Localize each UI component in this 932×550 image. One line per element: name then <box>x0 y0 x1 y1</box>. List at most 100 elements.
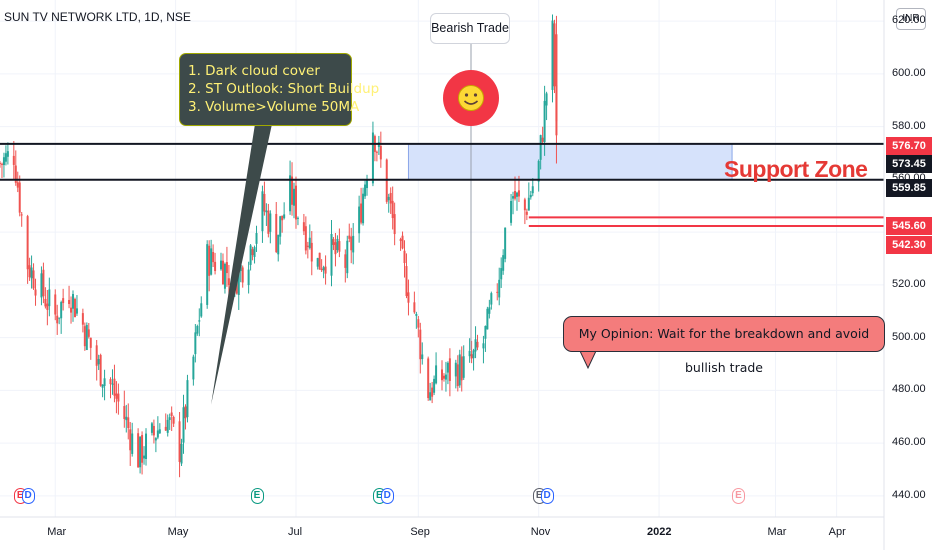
candle-body <box>553 23 556 87</box>
candle-body <box>178 421 181 462</box>
candle-body <box>514 191 517 199</box>
candle-body <box>358 206 361 234</box>
candle-body <box>223 263 226 289</box>
candle-body <box>220 260 222 270</box>
candles <box>0 14 558 478</box>
dividend-marker[interactable]: D <box>540 488 554 504</box>
earnings-marker[interactable]: E <box>250 488 264 504</box>
candle-body <box>32 270 35 289</box>
price-label-current: 576.70 <box>886 137 932 155</box>
outlook-line-2: 2. ST Outlook: Short Buildup <box>188 81 380 97</box>
candle-body <box>225 262 228 274</box>
x-tick-label: Mar <box>767 526 787 538</box>
y-tick-label: 580.00 <box>892 119 926 132</box>
chart-grid <box>0 0 884 517</box>
candle-body <box>184 406 187 419</box>
candle-body <box>330 233 333 276</box>
candle-body <box>375 151 378 153</box>
candle-body <box>87 329 90 337</box>
candle-body <box>99 354 102 386</box>
candle-body <box>101 384 104 388</box>
candle-body <box>214 261 217 272</box>
candle-body <box>18 182 21 213</box>
price-label-zone-bottom: 559.85 <box>886 179 932 197</box>
candle-body <box>249 245 252 265</box>
candle-body <box>291 176 294 205</box>
outlook-line-3: 3. Volume>Volume 50MA <box>188 99 360 115</box>
dividend-marker[interactable]: D <box>21 488 35 504</box>
candle-body <box>166 419 169 433</box>
candle-body <box>200 303 203 317</box>
candle-body <box>241 267 244 283</box>
outlook-callout-pointer <box>211 124 272 405</box>
candle-body <box>237 267 240 295</box>
candle-body <box>446 362 449 373</box>
candle-body <box>186 380 189 418</box>
chart-title: SUN TV NETWORK LTD, 1D, NSE <box>4 10 191 24</box>
candle-body <box>391 200 394 219</box>
candle-body <box>14 165 17 183</box>
candle-body <box>208 245 211 276</box>
dividend-marker[interactable]: D <box>380 488 394 504</box>
candle-body <box>103 378 106 386</box>
candle-body <box>456 364 459 387</box>
candle-body <box>401 235 404 249</box>
candle-body <box>113 378 116 396</box>
candle-body <box>72 294 75 309</box>
candle-body <box>504 227 507 259</box>
outlook-callout[interactable]: 1. Dark cloud cover 2. ST Outlook: Short… <box>179 53 380 126</box>
candle-body <box>109 379 112 385</box>
candle-body <box>458 354 461 386</box>
candle-body <box>269 213 272 232</box>
candle-body <box>60 302 63 319</box>
candle-body <box>468 350 471 357</box>
candle-body <box>81 313 84 325</box>
candle-body <box>399 239 402 241</box>
price-label-zone-top: 573.45 <box>886 155 932 173</box>
candle-body <box>192 356 195 380</box>
candle-body <box>498 279 501 298</box>
candle-body <box>543 100 546 142</box>
bearish-trade-label[interactable]: Bearish Trade <box>430 13 510 44</box>
candle-body <box>344 254 347 268</box>
candle-body <box>510 200 513 223</box>
candle-body <box>42 269 45 297</box>
candle-body <box>441 369 443 381</box>
currency-badge[interactable]: INR <box>896 8 926 30</box>
candle-body <box>389 192 392 204</box>
candle-body <box>198 320 201 322</box>
candle-body <box>73 298 76 318</box>
candle-body <box>48 289 51 307</box>
candle-body <box>482 343 485 349</box>
candle-body <box>158 429 161 434</box>
candle-body <box>212 252 215 263</box>
candle-body <box>85 325 88 351</box>
y-tick-label: 480.00 <box>892 383 926 396</box>
candle-body <box>154 438 157 441</box>
candle-body <box>338 241 341 252</box>
candle-body <box>454 362 457 377</box>
y-tick-label: 460.00 <box>892 436 926 449</box>
candle-body <box>143 455 146 459</box>
candle-body <box>429 392 432 401</box>
candle-body <box>261 191 264 232</box>
candle-body <box>210 248 213 275</box>
candle-body <box>75 308 78 314</box>
candle-body <box>322 267 325 271</box>
opinion-callout[interactable]: My Opinion: Wait for the breakdown and a… <box>563 316 885 375</box>
candle-body <box>68 299 71 304</box>
candle-body <box>89 337 92 348</box>
candle-body <box>448 358 451 381</box>
smiley-icon <box>443 70 499 126</box>
candle-body <box>332 239 335 245</box>
candle-body <box>512 196 515 199</box>
outlook-line-1: 1. Dark cloud cover <box>188 63 320 79</box>
price-levels <box>0 142 884 228</box>
candle-body <box>83 326 86 347</box>
candle-body <box>62 298 65 304</box>
candle-body <box>131 433 134 454</box>
candle-body <box>44 298 47 307</box>
candle-body <box>551 20 554 90</box>
earnings-marker[interactable]: E <box>731 488 745 504</box>
